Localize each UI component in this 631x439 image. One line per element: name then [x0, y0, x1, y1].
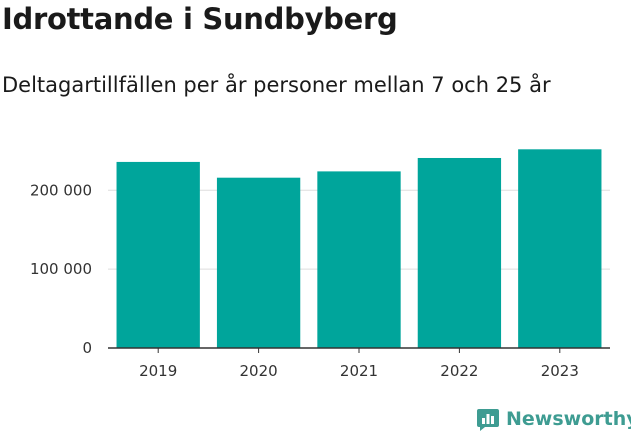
brand-name: Newsworthy: [506, 408, 631, 430]
bars: [116, 149, 602, 348]
x-tick-labels: 2019 2020 2021 2022 2023: [139, 348, 579, 380]
y-tick-label: 100 000: [30, 260, 92, 278]
bar-2019: [116, 161, 200, 348]
bar-2021: [317, 171, 401, 348]
chart-subtitle: Deltagartillfällen per år personer mella…: [2, 73, 551, 97]
bar-2020: [216, 177, 301, 348]
y-tick-labels: 0 100 000 200 000: [30, 181, 92, 357]
x-tick-label: 2021: [340, 362, 378, 380]
y-tick-label: 0: [82, 339, 92, 357]
x-tick-label: 2020: [240, 362, 278, 380]
bar-chart-logo-icon: [477, 409, 499, 431]
bar-2023: [518, 149, 602, 348]
y-tick-label: 200 000: [30, 181, 92, 199]
x-tick-label: 2022: [440, 362, 478, 380]
x-tick-label: 2023: [541, 362, 579, 380]
chart-title: Idrottande i Sundbyberg: [2, 2, 398, 36]
x-tick-label: 2019: [139, 362, 177, 380]
bar-2022: [417, 157, 502, 348]
newsworthy-logo: Newsworthy: [476, 407, 631, 431]
